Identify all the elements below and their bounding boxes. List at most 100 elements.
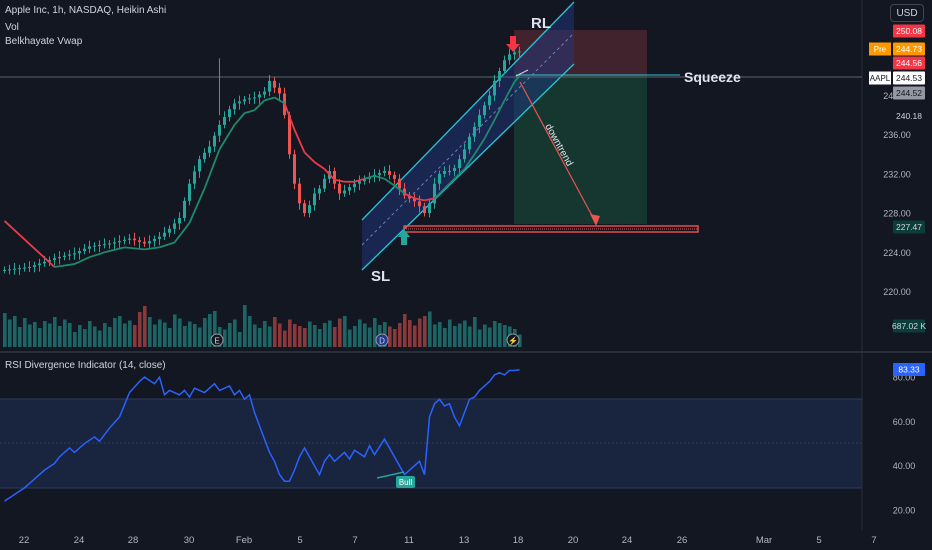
candle bbox=[148, 241, 151, 244]
volume-bar bbox=[448, 319, 452, 347]
vwap-segment bbox=[124, 246, 145, 251]
volume-bar bbox=[388, 326, 392, 347]
volume-bar bbox=[288, 319, 292, 347]
candle bbox=[63, 255, 66, 257]
svg-text:⚡: ⚡ bbox=[508, 336, 518, 346]
price-tick-label: 232.00 bbox=[883, 169, 911, 179]
badge-tag-label: Pre bbox=[874, 45, 887, 54]
volume-bar bbox=[58, 326, 62, 347]
volume-bar bbox=[473, 317, 477, 347]
time-tick-label: 24 bbox=[74, 535, 85, 546]
vwap-segment bbox=[293, 129, 306, 153]
candle bbox=[418, 201, 421, 207]
price-badge-label: 687.02 K bbox=[892, 321, 926, 331]
vwap-segment bbox=[354, 177, 365, 183]
candle bbox=[468, 136, 471, 150]
vwap-segment bbox=[313, 161, 326, 170]
candle bbox=[203, 152, 206, 160]
time-tick-label: 7 bbox=[871, 535, 876, 546]
vwap-segment bbox=[364, 174, 375, 180]
vwap-segment bbox=[233, 112, 246, 126]
volume-bar bbox=[458, 323, 462, 347]
candle bbox=[158, 236, 161, 239]
volume-bar bbox=[88, 321, 92, 347]
volume-bar bbox=[113, 318, 117, 347]
candle bbox=[258, 94, 261, 98]
rsi-badge bbox=[893, 363, 925, 376]
candle bbox=[78, 250, 81, 254]
volume-legend[interactable]: Vol bbox=[5, 22, 19, 33]
candle bbox=[343, 190, 346, 194]
downtrend-arrowhead bbox=[590, 214, 600, 226]
candle bbox=[53, 258, 56, 260]
vwap-segment bbox=[463, 153, 476, 170]
volume-bar bbox=[68, 323, 72, 347]
volume-bar bbox=[193, 324, 197, 347]
volume-bar bbox=[153, 324, 157, 347]
candle bbox=[58, 256, 61, 259]
volume-bar bbox=[108, 327, 112, 347]
symbol-legend[interactable]: Apple Inc, 1h, NASDAQ, Heikin Ashi bbox=[5, 5, 167, 16]
volume-bar bbox=[398, 323, 402, 347]
channel-mid bbox=[361, 32, 575, 246]
volume-bar bbox=[43, 321, 47, 347]
volume-bars bbox=[3, 305, 522, 347]
dividend-icon[interactable]: D bbox=[375, 333, 389, 347]
currency-button[interactable]: USD bbox=[890, 4, 924, 22]
split-icon[interactable]: ⚡ bbox=[506, 333, 520, 347]
candle bbox=[108, 243, 111, 245]
candle bbox=[403, 188, 406, 196]
candle bbox=[448, 170, 451, 172]
candle bbox=[303, 203, 306, 214]
rsi-tick-label: 20.00 bbox=[893, 506, 916, 516]
time-tick-label: 7 bbox=[352, 535, 357, 546]
earnings-icon[interactable]: E bbox=[210, 333, 224, 347]
candle bbox=[248, 98, 251, 100]
volume-bar bbox=[438, 322, 442, 347]
badge-tag bbox=[869, 42, 891, 56]
volume-bar bbox=[323, 323, 327, 347]
candle bbox=[453, 168, 456, 171]
bull-divergence-line bbox=[376, 471, 405, 479]
candle bbox=[73, 253, 76, 255]
candle bbox=[83, 248, 86, 251]
volume-bar bbox=[303, 328, 307, 347]
vwap-segment bbox=[374, 174, 385, 180]
volume-bar bbox=[483, 324, 487, 347]
candle bbox=[48, 259, 51, 262]
volume-bar bbox=[313, 325, 317, 347]
candle bbox=[278, 87, 281, 94]
candle bbox=[193, 171, 196, 184]
candle bbox=[198, 159, 201, 172]
channel-lower bbox=[361, 63, 575, 271]
vwap-segment bbox=[303, 151, 316, 163]
vwap-segment bbox=[503, 81, 516, 101]
volume-bar bbox=[493, 321, 497, 347]
volume-bar bbox=[158, 319, 162, 347]
volume-bar bbox=[498, 323, 502, 347]
vwap-segment bbox=[404, 192, 415, 200]
vwap-legend[interactable]: Belkhayate Vwap bbox=[5, 36, 83, 47]
vwap-segment bbox=[433, 187, 446, 200]
candle bbox=[318, 188, 321, 194]
price-tick-label: 220.00 bbox=[883, 287, 911, 297]
volume-bar bbox=[428, 311, 432, 347]
volume-bar bbox=[443, 328, 447, 347]
rsi-legend[interactable]: RSI Divergence Indicator (14, close) bbox=[5, 360, 166, 371]
price-badges: 250.08 Pre 244.73 244.56 AAPL 244.53 244.52 240… bbox=[869, 24, 926, 376]
candle bbox=[308, 205, 311, 214]
time-tick-label: 13 bbox=[459, 535, 470, 546]
candle bbox=[398, 178, 401, 189]
vwap-segment bbox=[414, 197, 425, 202]
vwap-segment bbox=[274, 96, 285, 105]
volume-bar bbox=[133, 325, 137, 347]
candle bbox=[128, 238, 131, 240]
volume-bar bbox=[143, 306, 147, 347]
volume-bar bbox=[413, 325, 417, 347]
volume-bar bbox=[253, 324, 257, 347]
volume-bar bbox=[318, 329, 322, 347]
candle bbox=[88, 246, 91, 249]
volume-bar bbox=[368, 327, 372, 347]
volume-bar bbox=[178, 318, 182, 347]
